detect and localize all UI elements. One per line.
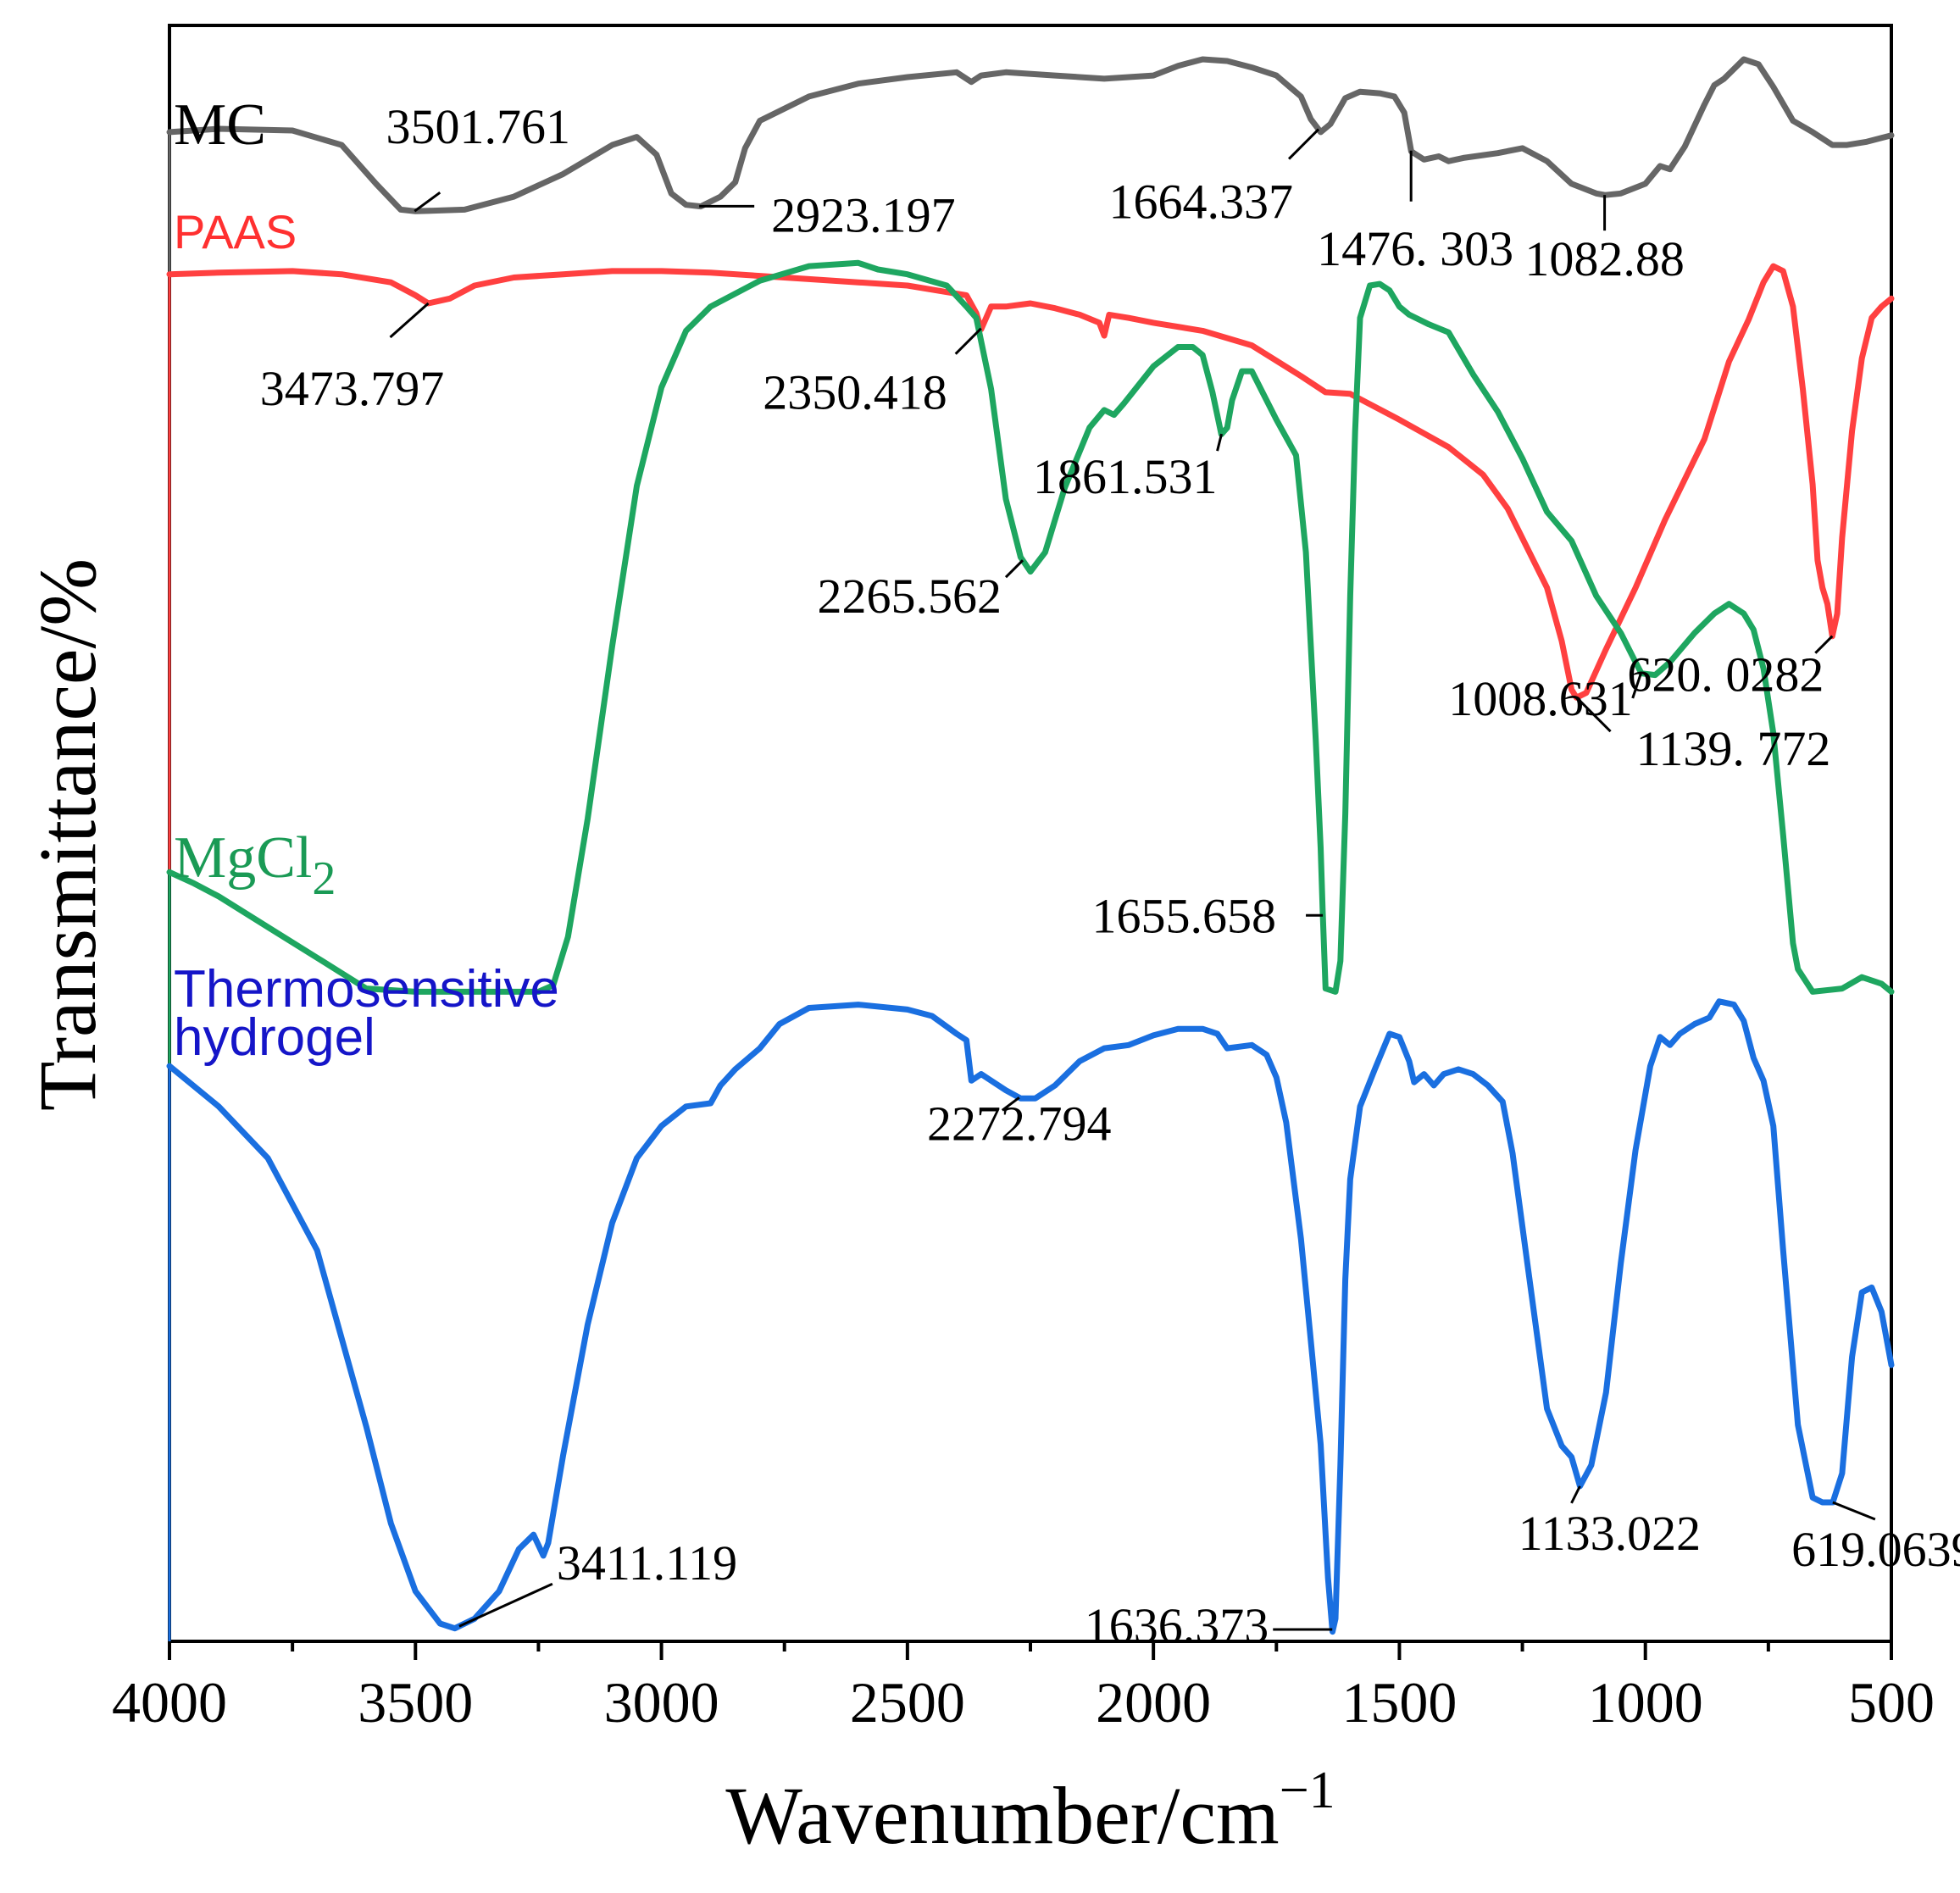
y-axis-title: Transmittance/%	[22, 558, 113, 1111]
series-lines	[166, 56, 1895, 1641]
series-line-mc	[166, 56, 1895, 214]
series-line-mgcl2	[166, 259, 1895, 995]
peak-leader-3473-797	[389, 302, 430, 339]
series-label-paas: PAAS	[174, 205, 297, 258]
peak-label-3473-797: 3473.797	[260, 361, 445, 416]
x-axis-title-sup: −1	[1280, 1762, 1335, 1819]
peak-leader-2350-418	[954, 327, 982, 355]
x-axis-title: Wavenumber/cm−1	[725, 1762, 1335, 1861]
series-line-paas	[166, 263, 1895, 701]
x-tick-label-3500: 3500	[358, 1670, 473, 1735]
peak-leader-619-0639	[1832, 1501, 1876, 1521]
mgcl2-subscript: 2	[312, 852, 336, 905]
x-tick-label-2500: 2500	[850, 1670, 965, 1735]
x-tick-label-3000: 3000	[604, 1670, 719, 1735]
peak-leader-1133-022	[1570, 1485, 1581, 1504]
peak-annotations: 3501.761 2923.197 1664.337 1476. 303 1082.88…	[260, 99, 1960, 1653]
peak-label-620-0282: 620. 0282	[1627, 647, 1824, 702]
peak-label-1476-303: 1476. 303	[1317, 221, 1513, 276]
x-tick-label-500: 500	[1848, 1670, 1935, 1735]
peak-leader-3501-761	[414, 191, 441, 213]
peak-label-1008-631: 1008.631	[1448, 671, 1633, 726]
x-tick-label-4000: 4000	[112, 1670, 227, 1735]
peak-leader-3411-119	[458, 1582, 553, 1628]
peak-leader-2265-562	[1004, 559, 1024, 579]
peak-label-2350-418: 2350.418	[763, 365, 947, 420]
peak-label-3411-119: 3411.119	[557, 1535, 737, 1590]
x-axis-ticks: 4000 3500 3000 2500 2000 1500 1000 500	[112, 1641, 1935, 1735]
peak-leader-1008-631	[1631, 672, 1643, 699]
peak-label-3501-761: 3501.761	[386, 99, 571, 154]
series-label-mc: MC	[174, 92, 266, 158]
peak-label-2265-562: 2265.562	[817, 569, 1002, 624]
peak-label-1082-88: 1082.88	[1524, 231, 1685, 286]
peak-label-1861-531: 1861.531	[1033, 449, 1218, 504]
peak-leader-1664-337	[1287, 128, 1320, 160]
x-axis-title-main: Wavenumber/cm	[725, 1770, 1279, 1861]
series-label-mgcl2: MgCl2	[174, 825, 336, 905]
x-tick-label-1500: 1500	[1341, 1670, 1457, 1735]
peak-leader-1139-772	[1575, 697, 1612, 733]
mgcl2-main: MgCl	[174, 825, 312, 891]
series-label-hydrogel-line1: Thermosensitive	[174, 960, 559, 1019]
x-tick-label-1000: 1000	[1588, 1670, 1703, 1735]
x-tick-label-2000: 2000	[1096, 1670, 1211, 1735]
peak-leader-620-0282	[1814, 635, 1834, 654]
peak-label-1139-772: 1139. 772	[1636, 721, 1831, 776]
peak-label-1636-373: 1636.373	[1085, 1598, 1269, 1653]
peak-label-1664-337: 1664.337	[1109, 175, 1294, 230]
peak-leader-2272-794	[1001, 1096, 1020, 1112]
series-line-thermosensitive-hydrogel	[166, 998, 1895, 1635]
peak-leader-1861-531	[1216, 433, 1223, 452]
peak-label-619-0639: 619.0639	[1791, 1522, 1960, 1577]
peak-label-2272-794: 2272.794	[927, 1096, 1112, 1151]
peak-label-2923-197: 2923.197	[771, 187, 956, 242]
peak-label-1133-022: 1133.022	[1519, 1506, 1701, 1561]
series-label-hydrogel-line2: hydrogel	[174, 1008, 375, 1067]
peak-label-1655-658: 1655.658	[1092, 888, 1277, 943]
